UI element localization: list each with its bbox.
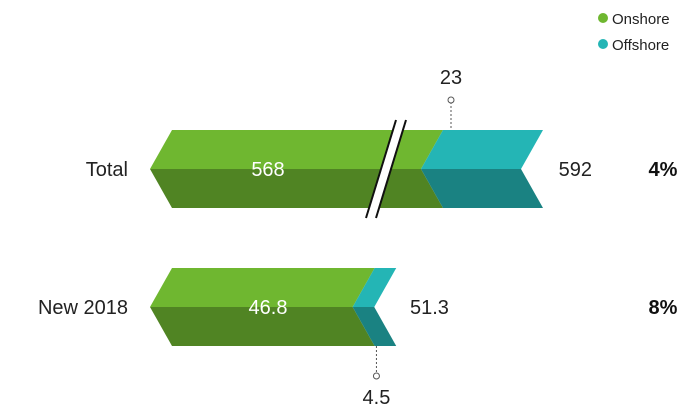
bar-onshore-bottom <box>150 169 443 208</box>
axis-break-gap <box>366 120 406 218</box>
legend: Onshore Offshore <box>598 11 670 54</box>
legend-marker-onshore <box>598 13 608 23</box>
data-label-total: 592 <box>559 159 592 181</box>
data-label-onshore: 568 <box>251 159 284 181</box>
data-label-offshore: 4.5 <box>363 387 391 409</box>
bar-onshore-top <box>150 268 375 307</box>
callout-dot <box>372 372 380 380</box>
bar-onshore-top <box>150 130 443 169</box>
data-label-offshore-share: 4% <box>649 159 678 181</box>
data-label-offshore: 23 <box>440 67 462 89</box>
category-label: Total <box>86 159 128 181</box>
bars-layer: Total 568 592 4% 23 New 2018 46.8 51.3 8% 4.5 <box>38 67 678 409</box>
bar-offshore-bottom <box>352 307 397 346</box>
bar-offshore-top <box>421 130 543 169</box>
axis-break-line <box>365 119 397 219</box>
bar-offshore-bottom <box>421 169 543 208</box>
legend-marker-offshore <box>598 39 608 49</box>
legend-label-offshore: Offshore <box>612 37 669 54</box>
axis-break-line <box>375 119 407 219</box>
bar-offshore-top <box>352 268 397 307</box>
data-label-total: 51.3 <box>410 297 449 319</box>
data-label-onshore: 46.8 <box>249 297 288 319</box>
data-label-offshore-share: 8% <box>649 297 678 319</box>
legend-label-onshore: Onshore <box>612 11 670 28</box>
category-label: New 2018 <box>38 297 128 319</box>
callout-dot <box>447 96 455 104</box>
bar-onshore-bottom <box>150 307 375 346</box>
